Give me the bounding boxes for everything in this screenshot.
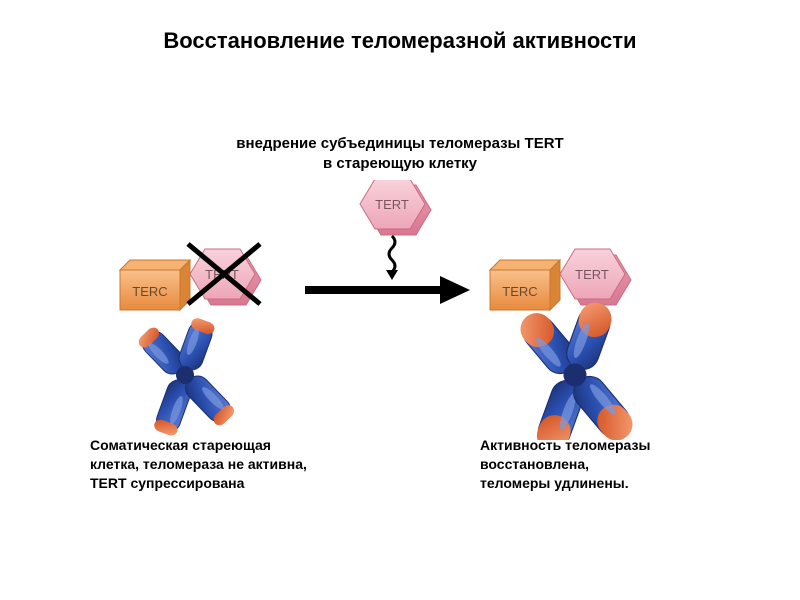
tert-hex-right: TERT [560,249,631,305]
tert-label-right: TERT [575,267,609,282]
right-caption-l1: Активность теломеразы [480,437,650,453]
squiggle-arrow-icon [386,236,398,280]
terc-label-left: TERC [132,284,167,299]
left-caption-l3: TERT супрессирована [90,475,244,491]
chromosome-left [131,312,239,440]
page-title: Восстановление теломеразной активности [0,28,800,54]
title-text: Восстановление теломеразной активности [163,28,636,53]
tert-label-float: TERT [375,197,409,212]
tert-floating: TERT [360,180,431,235]
chromosome-right [509,293,642,440]
terc-box-left: TERC [120,260,190,310]
right-caption-l2: восстановлена, [480,456,589,472]
left-caption-l1: Соматическая стареющая [90,437,271,453]
main-arrow-icon [305,276,470,304]
right-caption-l3: теломеры удлинены. [480,475,629,491]
diagram-svg: TERC TERT TERT TERC [0,180,800,440]
left-caption: Соматическая стареющая клетка, теломераз… [90,436,350,493]
top-label-line2: в стареющую клетку [323,155,477,172]
top-label: внедрение субъединицы теломеразы TERT в … [0,134,800,173]
right-caption: Активность теломеразы восстановлена, тел… [480,436,740,493]
terc-box-right: TERC [490,260,560,310]
left-complex: TERC TERT [120,244,261,310]
left-caption-l2: клетка, теломераза не активна, [90,456,307,472]
terc-label-right: TERC [502,284,537,299]
top-label-line1: внедрение субъединицы теломеразы TERT [236,135,563,152]
right-complex: TERC TERT [490,249,631,310]
